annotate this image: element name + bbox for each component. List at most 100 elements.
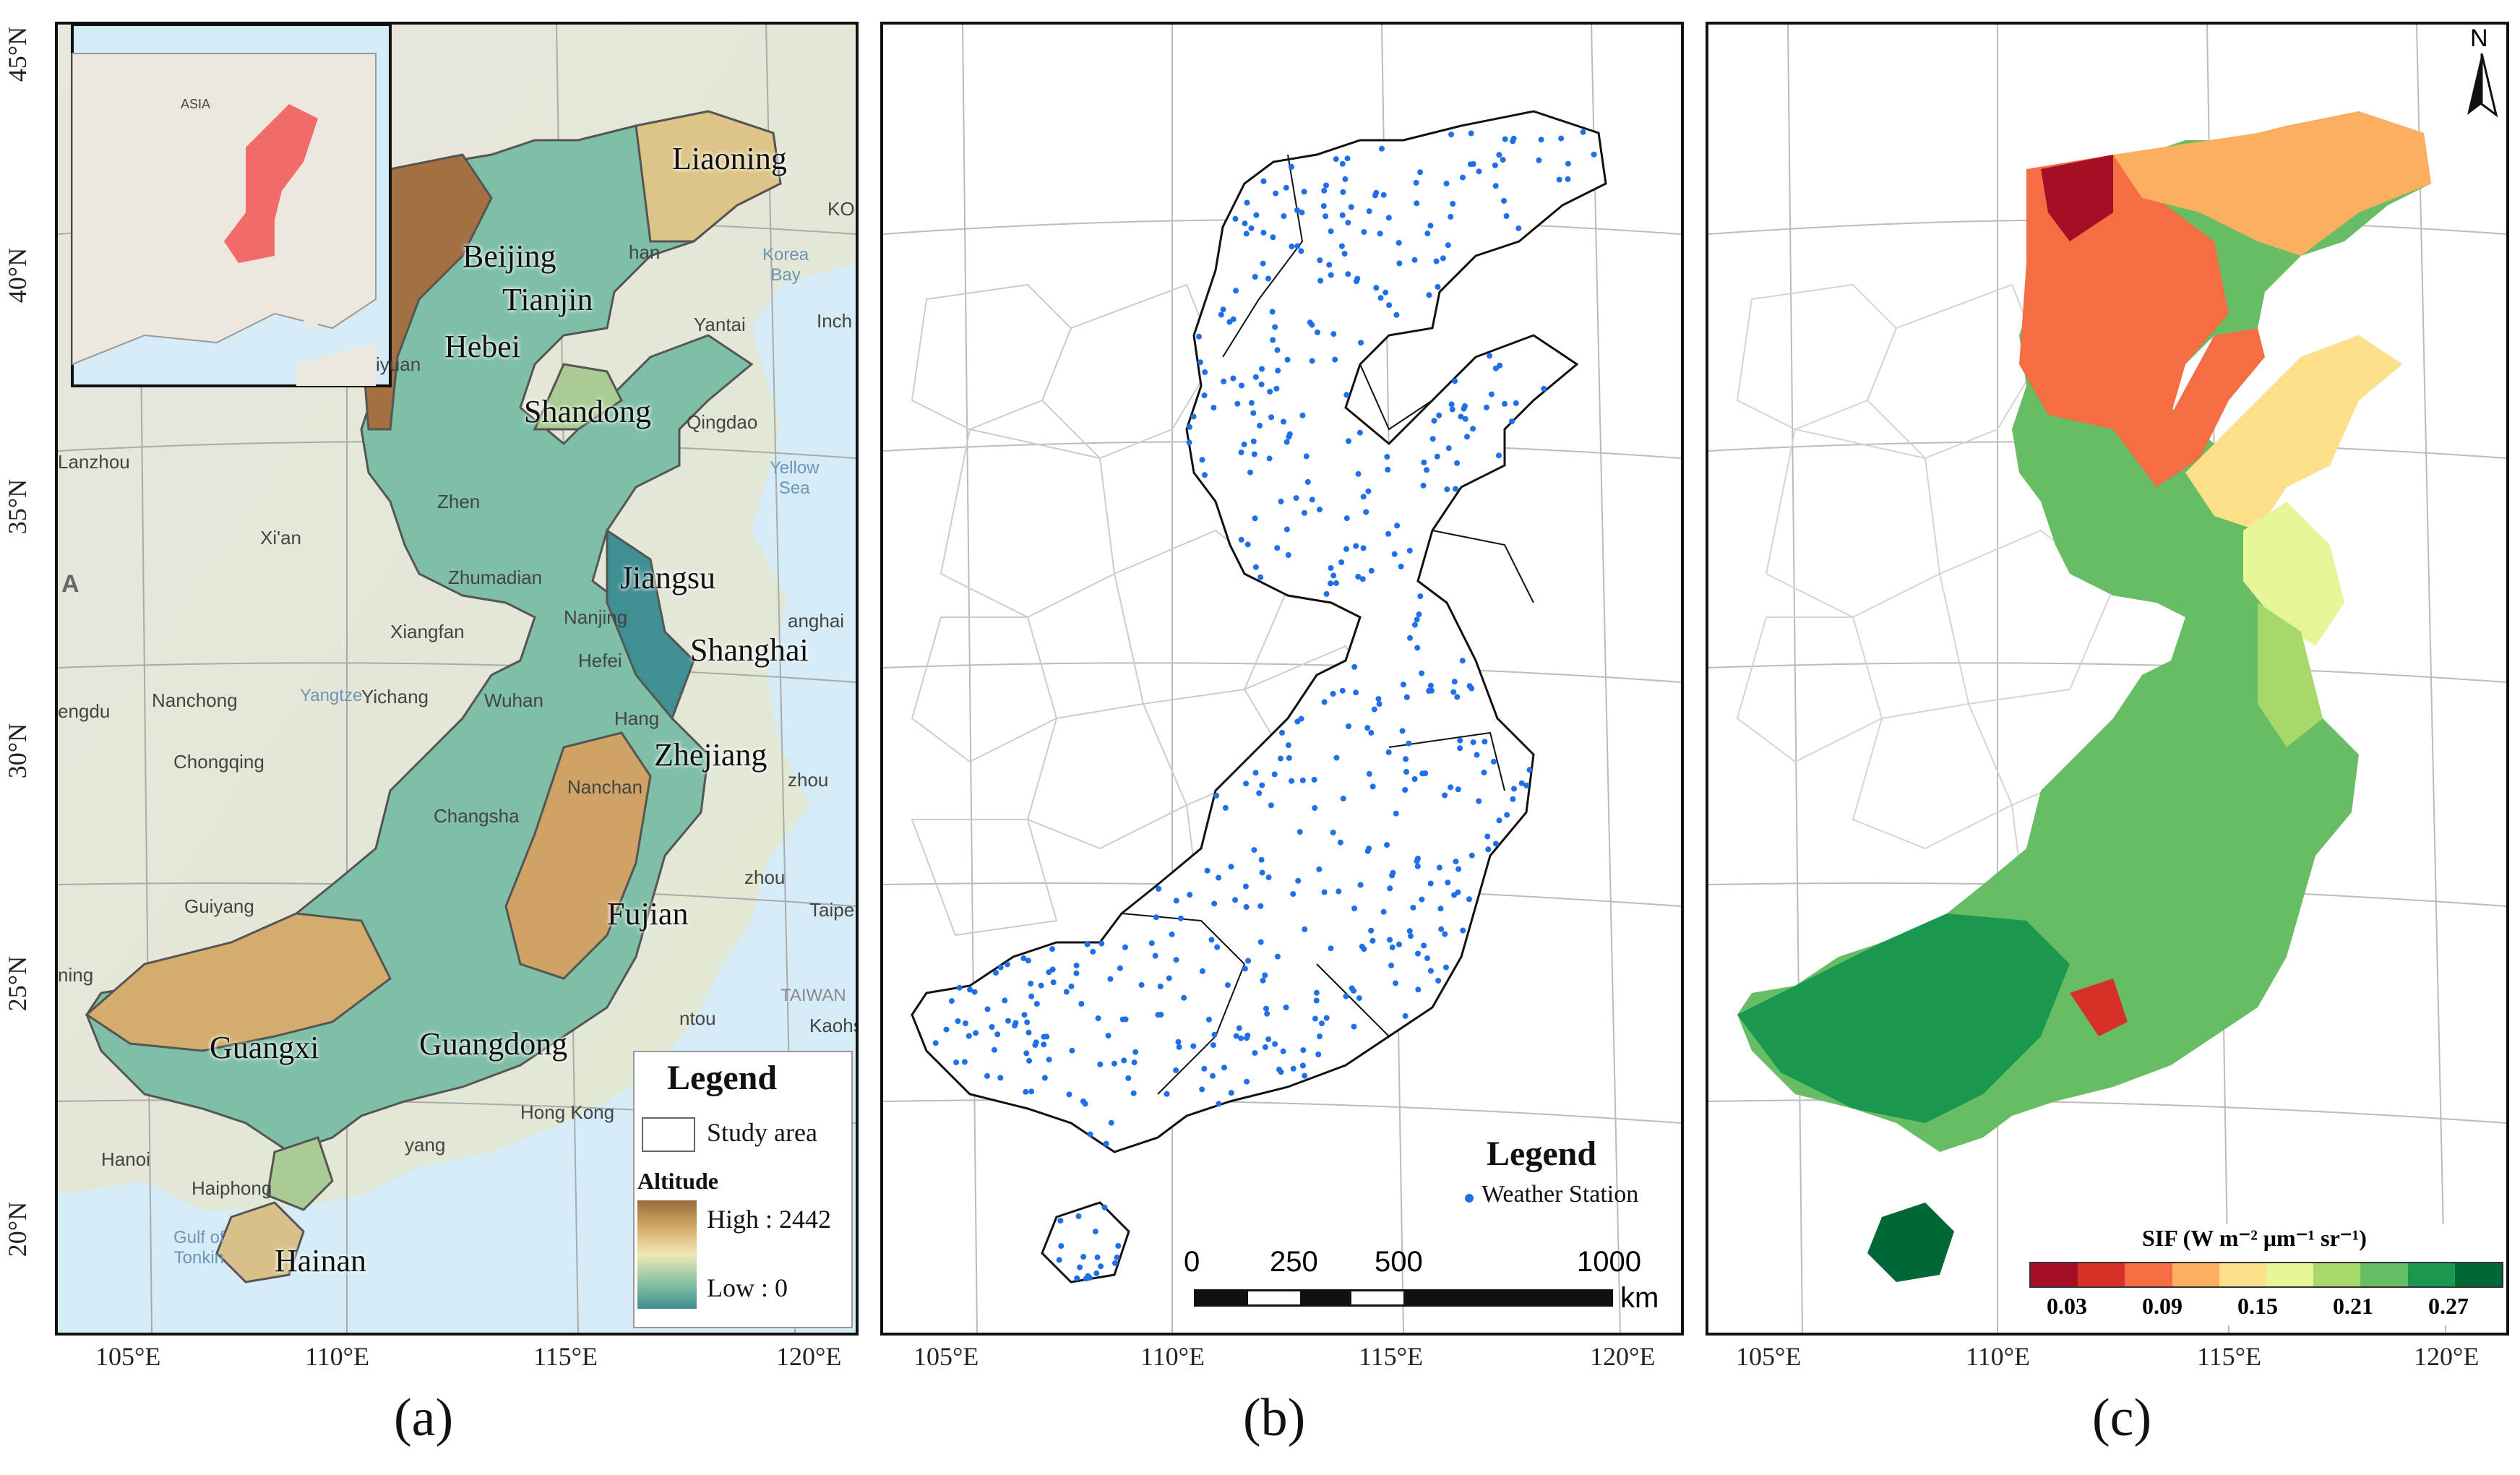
- weather-station-point: [1041, 1041, 1047, 1048]
- weather-station-point: [1402, 787, 1409, 793]
- weather-station-point: [1199, 968, 1205, 974]
- weather-station-point: [1460, 174, 1466, 181]
- weather-station-point: [1176, 1044, 1182, 1050]
- city-label-zhou-1: zhou: [788, 769, 829, 791]
- weather-station-point: [1025, 1029, 1032, 1036]
- city-label-hanoi: Hanoi: [101, 1148, 150, 1170]
- weather-station-point: [1312, 1015, 1318, 1022]
- sif-swatch: [2031, 1263, 2078, 1286]
- weather-station-point: [1414, 616, 1420, 623]
- weather-station-point: [1098, 1263, 1104, 1270]
- weather-station-point: [1344, 155, 1351, 162]
- weather-station-point: [971, 989, 978, 995]
- weather-station-point: [984, 1072, 990, 1079]
- study-area-swatch: [642, 1117, 695, 1152]
- weather-station-point: [1248, 400, 1255, 406]
- weather-station-point: [1360, 545, 1367, 551]
- weather-station-point: [1492, 840, 1499, 847]
- weather-station-point: [1384, 842, 1390, 848]
- weather-station-point: [1323, 590, 1330, 597]
- weather-station-point: [1356, 995, 1362, 1002]
- city-label-yang: yang: [405, 1134, 446, 1156]
- weather-station-point: [1366, 770, 1372, 777]
- weather-station-point: [1453, 486, 1459, 492]
- weather-station-point: [1259, 869, 1265, 876]
- weather-station-point: [1565, 176, 1571, 182]
- weather-station-point: [1387, 937, 1393, 943]
- weather-station-point: [1309, 322, 1315, 328]
- weather-station-point: [1317, 257, 1323, 264]
- study-area-altitude: [85, 110, 782, 1283]
- weather-station-point: [1265, 874, 1272, 881]
- weather-station-point: [1321, 187, 1328, 194]
- weather-station-point: [1077, 1264, 1083, 1270]
- weather-station-point: [1206, 1016, 1212, 1023]
- city-label-zhumadian: Zhumadian: [448, 567, 543, 588]
- weather-station-point: [1321, 699, 1328, 705]
- weather-station-point: [1074, 1275, 1080, 1281]
- weather-station-point: [1112, 1260, 1118, 1266]
- weather-station-point: [1358, 340, 1364, 346]
- weather-station-point: [1427, 682, 1434, 689]
- weather-station-point: [1274, 545, 1281, 551]
- weather-station-point: [1244, 199, 1250, 206]
- city-label-nanchong: Nanchong: [152, 689, 238, 711]
- weather-station-point: [1385, 530, 1392, 537]
- weather-station-point: [1247, 469, 1253, 476]
- weather-station-point: [1319, 1020, 1325, 1027]
- weather-station-point: [1186, 439, 1192, 446]
- weather-station-point: [1361, 229, 1367, 235]
- weather-station-point: [1448, 132, 1455, 138]
- province-label-hainan: Hainan: [275, 1243, 367, 1278]
- weather-station-point: [953, 1059, 960, 1066]
- sif-raster: [1737, 111, 2431, 1282]
- weather-station-point: [1069, 1047, 1075, 1054]
- lon-label-a-115e: 115°E: [533, 1342, 598, 1371]
- weather-station-point: [1085, 1273, 1091, 1279]
- weather-station-point: [1390, 869, 1396, 876]
- province-label-guangxi: Guangxi: [210, 1030, 319, 1065]
- weather-station-point: [1032, 1042, 1038, 1048]
- weather-station-point: [1173, 957, 1179, 963]
- lon-label-c-115e: 115°E: [2197, 1342, 2262, 1371]
- weather-station-point: [1056, 1257, 1062, 1263]
- weather-station-point: [1406, 740, 1412, 747]
- city-label-shanghai-city: anghai: [788, 610, 845, 632]
- weather-station-point: [1251, 451, 1257, 457]
- weather-station-point: [1330, 830, 1336, 835]
- inset-locator-map: [71, 25, 392, 387]
- weather-station-point: [1289, 778, 1295, 784]
- weather-station-point: [1312, 805, 1318, 811]
- weather-station-point: [1276, 1066, 1282, 1072]
- weather-station-point: [1492, 365, 1499, 371]
- weather-station-point: [1012, 1020, 1019, 1026]
- weather-station-point: [1221, 1065, 1227, 1071]
- weather-station-point: [1470, 739, 1476, 746]
- weather-station-point: [1272, 1041, 1278, 1047]
- weather-station-point: [1222, 804, 1229, 811]
- weather-station-point: [1424, 231, 1431, 237]
- weather-station-point: [1073, 963, 1080, 968]
- weather-stations: [932, 129, 1597, 1282]
- weather-station-point: [1399, 728, 1406, 734]
- sif-swatch: [2407, 1263, 2455, 1286]
- weather-station-point: [1092, 1229, 1098, 1235]
- weather-station-point: [991, 1046, 997, 1053]
- weather-station-point: [1379, 145, 1385, 152]
- weather-station-point: [1260, 977, 1266, 984]
- weather-station-point: [1443, 964, 1449, 971]
- city-label-nanchang: Nanchan: [567, 776, 643, 798]
- weather-station-point: [1492, 162, 1498, 168]
- weather-station-point: [1333, 754, 1340, 761]
- weather-station-point: [1461, 403, 1468, 409]
- weather-station-point: [1511, 786, 1517, 792]
- weather-station-point: [1252, 1050, 1258, 1056]
- scale-label-0: 0: [1184, 1246, 1200, 1278]
- weather-station-point: [1580, 129, 1586, 135]
- weather-station-point: [1440, 255, 1446, 262]
- weather-station-point: [1410, 904, 1416, 911]
- weather-station-point: [1094, 1254, 1101, 1260]
- weather-station-point: [1117, 965, 1123, 971]
- weather-station-point: [1460, 927, 1466, 934]
- lat-label-25n: 25°N: [3, 955, 33, 1012]
